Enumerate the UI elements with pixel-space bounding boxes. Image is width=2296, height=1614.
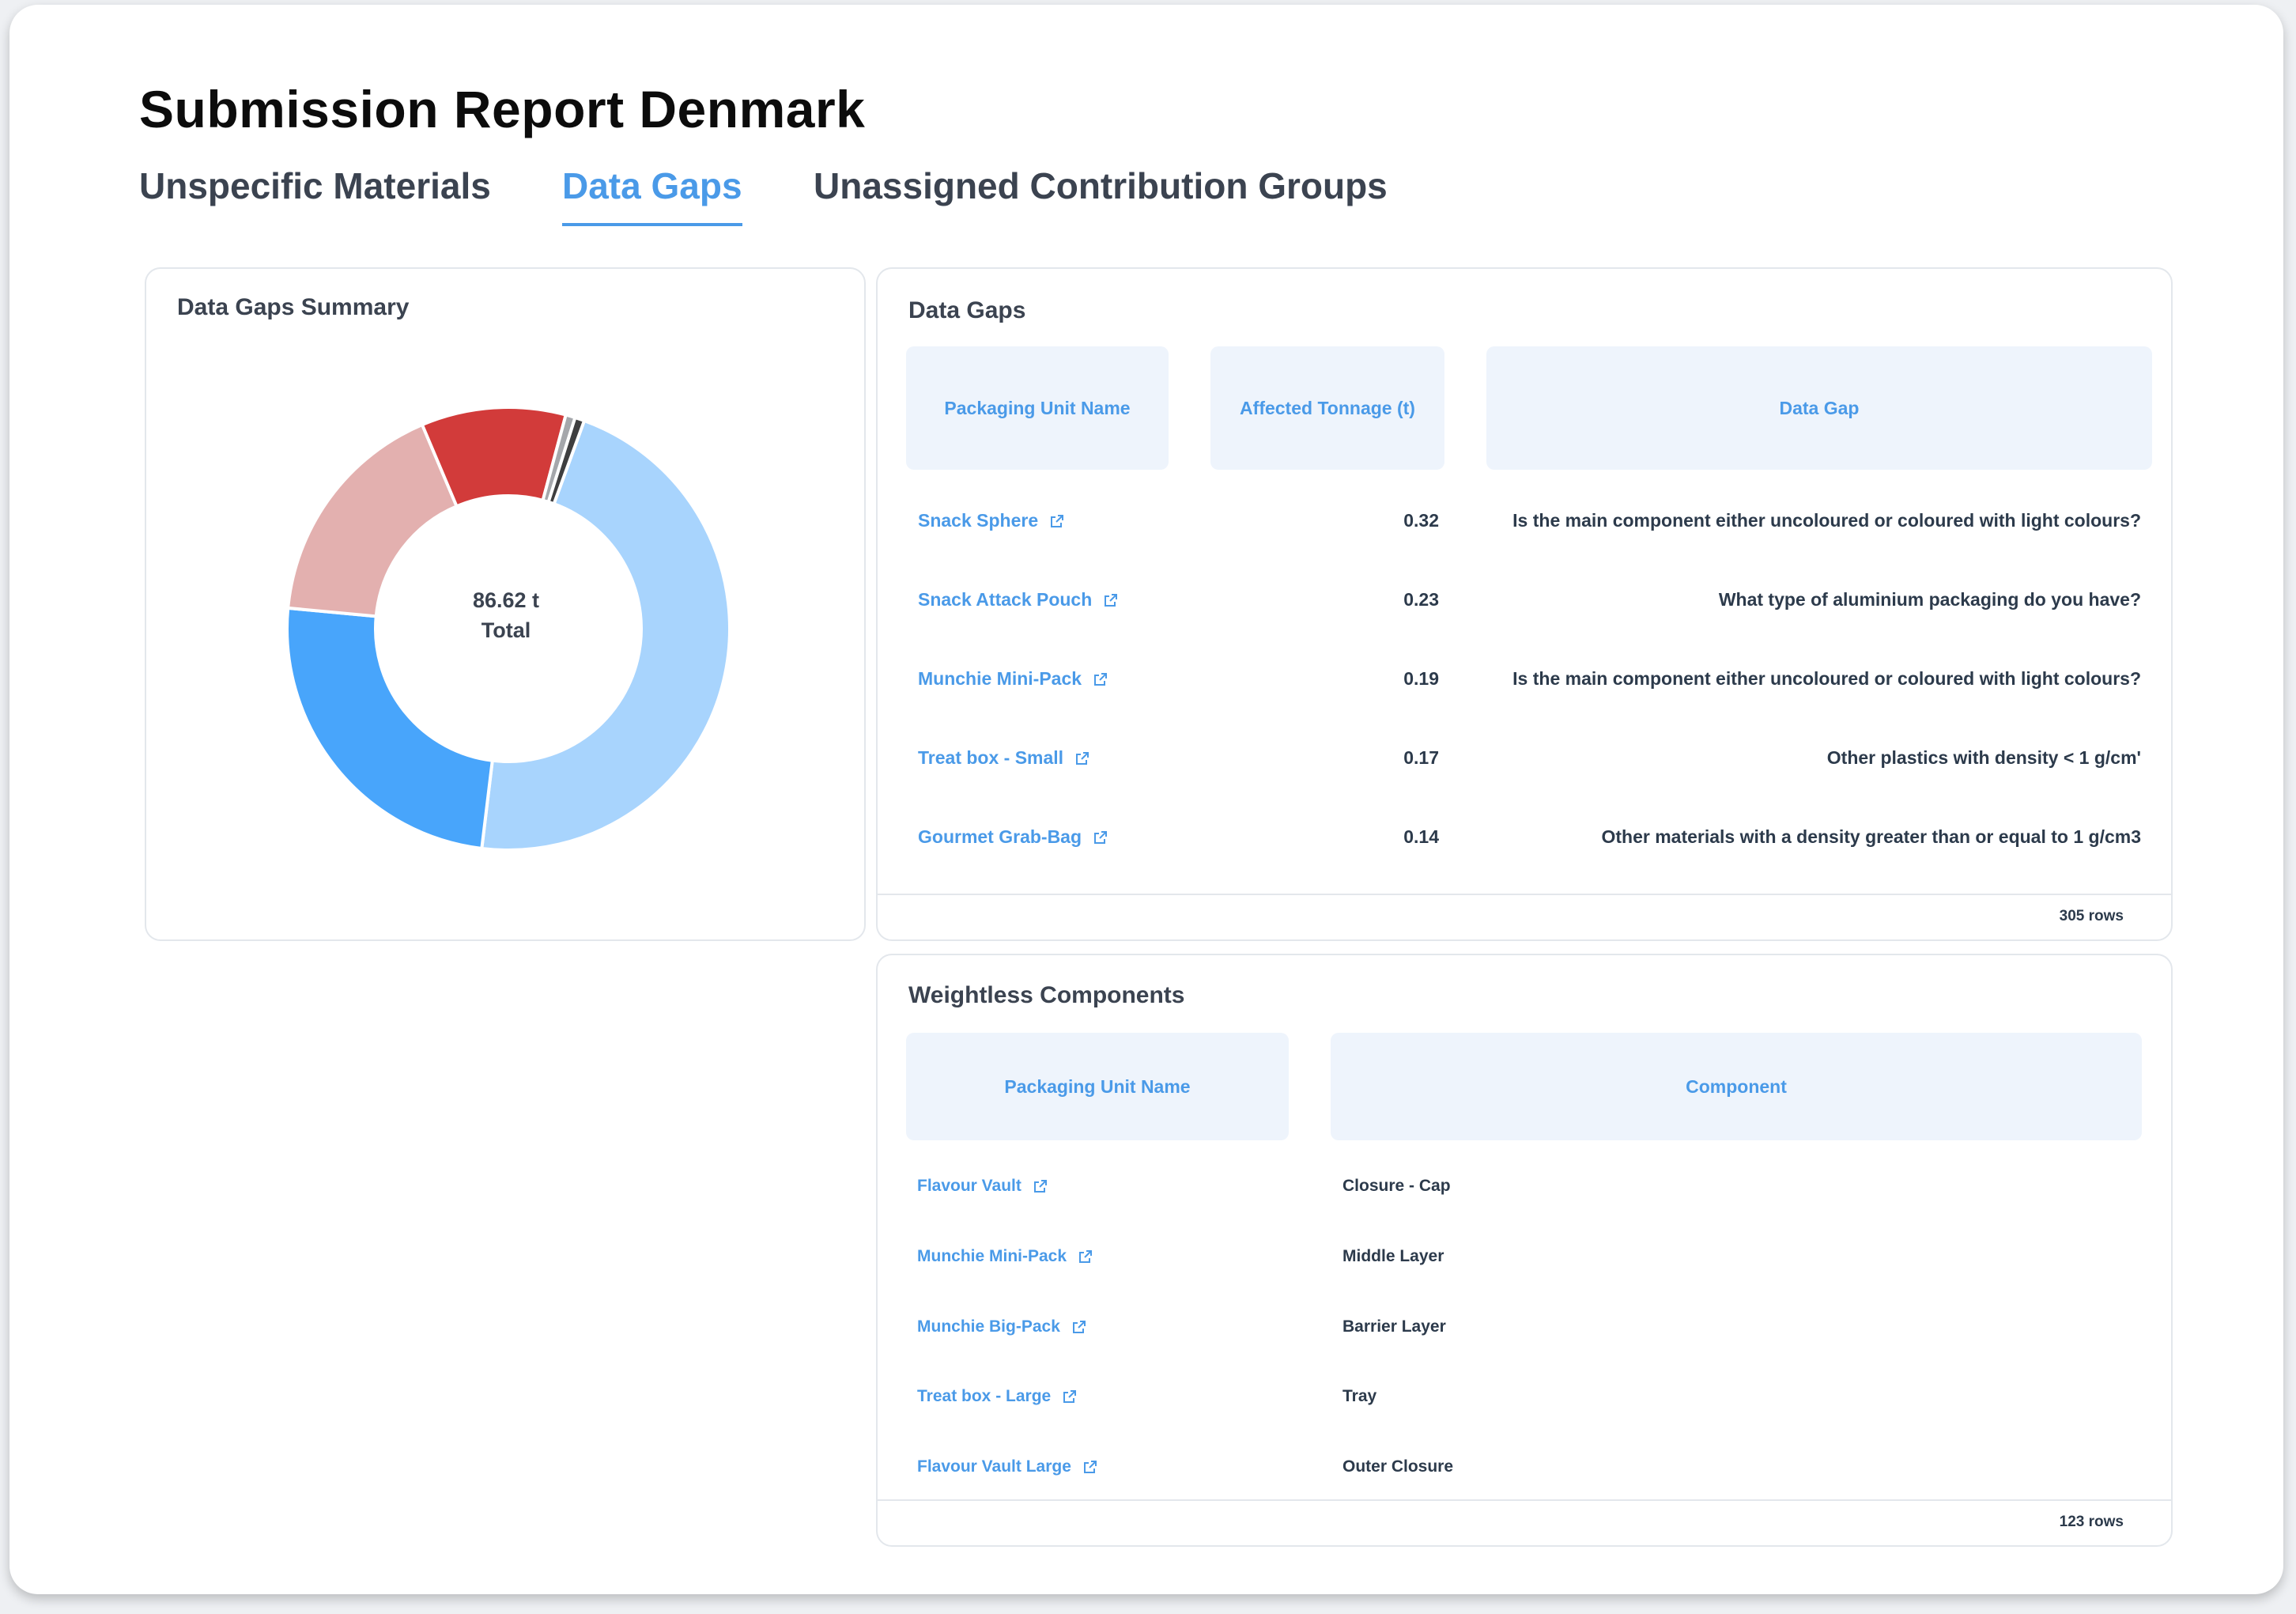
affected-tonnage: 0.19 bbox=[1403, 668, 1439, 689]
external-link-icon[interactable] bbox=[1093, 671, 1108, 687]
component-text: Outer Closure bbox=[1342, 1457, 1454, 1476]
packaging-unit-name[interactable]: Flavour Vault bbox=[917, 1177, 1021, 1195]
table-row-link[interactable]: Munchie Big-Pack bbox=[917, 1317, 1087, 1336]
packaging-unit-name[interactable]: Flavour Vault Large bbox=[917, 1457, 1071, 1476]
table-footer-divider bbox=[878, 894, 2171, 895]
packaging-unit-name[interactable]: Gourmet Grab-Bag bbox=[918, 826, 1082, 847]
table-row-link[interactable]: Gourmet Grab-Bag bbox=[918, 826, 1108, 848]
row-count: 305 rows bbox=[2059, 908, 2124, 924]
table-row-link[interactable]: Snack Sphere bbox=[918, 510, 1065, 531]
data-gaps-card: Data Gaps Packaging Unit Name Affected T… bbox=[876, 267, 2173, 941]
data-gaps-summary-card: Data Gaps Summary 86.62 t Total bbox=[145, 267, 866, 941]
col-header-affected-tonnage[interactable]: Affected Tonnage (t) bbox=[1210, 346, 1444, 470]
total-value: 86.62 t bbox=[472, 588, 540, 612]
component-text: Closure - Cap bbox=[1342, 1177, 1451, 1195]
external-link-icon[interactable] bbox=[1103, 592, 1119, 608]
col-header-packaging-unit-name[interactable]: Packaging Unit Name bbox=[906, 346, 1169, 470]
donut-chart bbox=[285, 406, 731, 852]
affected-tonnage: 0.23 bbox=[1403, 589, 1439, 610]
summary-title: Data Gaps Summary bbox=[177, 294, 410, 320]
total-label: Total bbox=[481, 618, 531, 642]
data-gap-text: Other plastics with density < 1 g/cm' bbox=[1826, 747, 2141, 768]
external-link-icon[interactable] bbox=[1033, 1178, 1048, 1194]
page-title: Submission Report Denmark bbox=[139, 80, 866, 138]
table-footer-divider bbox=[878, 1499, 2171, 1501]
weightless-components-title: Weightless Components bbox=[908, 982, 1185, 1008]
col-header-component[interactable]: Component bbox=[1331, 1033, 2142, 1140]
table-row-link[interactable]: Munchie Mini-Pack bbox=[917, 1247, 1093, 1266]
donut-center-label: 86.62 t Total bbox=[455, 585, 557, 645]
donut-slice[interactable] bbox=[286, 422, 459, 618]
weightless-components-card: Weightless Components Packaging Unit Nam… bbox=[876, 954, 2173, 1547]
tab-data-gaps[interactable]: Data Gaps bbox=[562, 164, 742, 226]
table-row-link[interactable]: Munchie Mini-Pack bbox=[918, 668, 1108, 690]
external-link-icon[interactable] bbox=[1074, 750, 1090, 766]
affected-tonnage: 0.32 bbox=[1403, 510, 1439, 531]
component-text: Barrier Layer bbox=[1342, 1317, 1446, 1336]
table-row-link[interactable]: Flavour Vault Large bbox=[917, 1457, 1098, 1476]
packaging-unit-name[interactable]: Treat box - Large bbox=[917, 1387, 1052, 1405]
affected-tonnage: 0.14 bbox=[1403, 826, 1439, 847]
packaging-unit-name[interactable]: Snack Attack Pouch bbox=[918, 589, 1093, 610]
external-link-icon[interactable] bbox=[1071, 1319, 1087, 1335]
data-gap-text: What type of aluminium packaging do you … bbox=[1718, 589, 2141, 610]
col-header-packaging-unit-name[interactable]: Packaging Unit Name bbox=[906, 1033, 1289, 1140]
external-link-icon[interactable] bbox=[1062, 1389, 1078, 1404]
table-row-link[interactable]: Treat box - Small bbox=[918, 747, 1090, 769]
packaging-unit-name[interactable]: Snack Sphere bbox=[918, 510, 1039, 531]
data-gap-text: Is the main component either uncoloured … bbox=[1512, 510, 2141, 531]
data-gap-text: Other materials with a density greater t… bbox=[1601, 826, 2141, 847]
packaging-unit-name[interactable]: Munchie Mini-Pack bbox=[918, 668, 1082, 689]
component-text: Middle Layer bbox=[1342, 1247, 1444, 1265]
packaging-unit-name[interactable]: Munchie Big-Pack bbox=[917, 1317, 1060, 1336]
data-gaps-title: Data Gaps bbox=[908, 297, 1026, 323]
data-gap-text: Is the main component either uncoloured … bbox=[1512, 668, 2141, 689]
external-link-icon[interactable] bbox=[1093, 830, 1108, 845]
packaging-unit-name[interactable]: Treat box - Small bbox=[918, 747, 1064, 768]
donut-slice[interactable] bbox=[480, 418, 731, 852]
affected-tonnage: 0.17 bbox=[1403, 747, 1439, 768]
table-row-link[interactable]: Treat box - Large bbox=[917, 1387, 1078, 1406]
col-header-data-gap[interactable]: Data Gap bbox=[1486, 346, 2152, 470]
packaging-unit-name[interactable]: Munchie Mini-Pack bbox=[917, 1247, 1067, 1265]
donut-slice[interactable] bbox=[285, 606, 495, 851]
external-link-icon[interactable] bbox=[1078, 1249, 1093, 1264]
donut-slice[interactable] bbox=[546, 415, 587, 506]
row-count: 123 rows bbox=[2059, 1514, 2124, 1530]
table-row-link[interactable]: Flavour Vault bbox=[917, 1177, 1048, 1196]
tab-unassigned-contribution-groups[interactable]: Unassigned Contribution Groups bbox=[814, 165, 1388, 206]
tab-unspecific-materials[interactable]: Unspecific Materials bbox=[139, 165, 491, 206]
component-text: Tray bbox=[1342, 1387, 1377, 1405]
external-link-icon[interactable] bbox=[1082, 1459, 1098, 1475]
table-row-link[interactable]: Snack Attack Pouch bbox=[918, 589, 1119, 610]
external-link-icon[interactable] bbox=[1049, 513, 1065, 529]
